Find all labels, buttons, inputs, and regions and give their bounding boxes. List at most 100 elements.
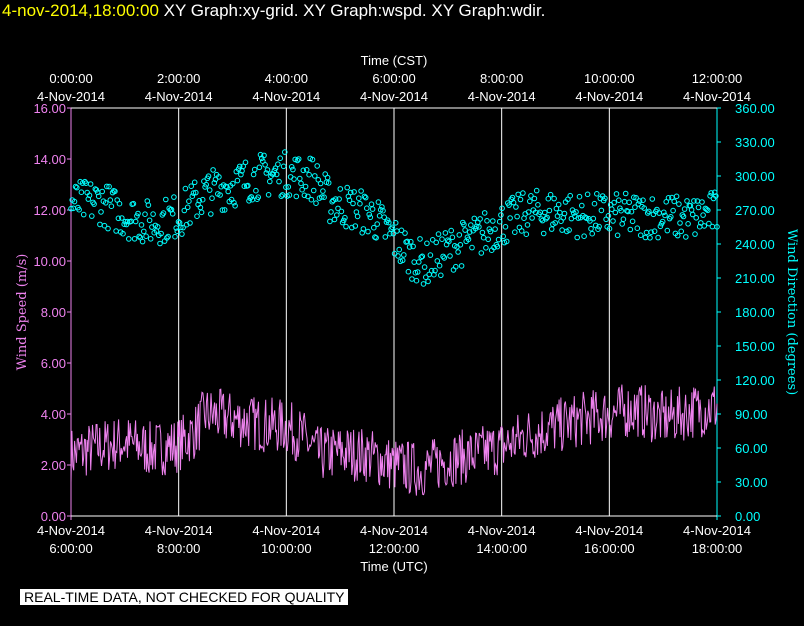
wind-direction-point [251, 166, 258, 173]
wind-direction-point [634, 225, 641, 231]
wind-direction-point [210, 167, 216, 173]
wind-direction-point [405, 268, 412, 275]
wind-direction-point [283, 184, 289, 190]
wind-direction-point [646, 208, 652, 215]
wind-direction-point [113, 228, 119, 234]
left-tick-label: 12.00 [33, 203, 66, 218]
wind-direction-point [573, 209, 579, 215]
wind-direction-point [627, 226, 634, 233]
wind-direction-point [334, 212, 340, 218]
wind-direction-point [582, 214, 589, 220]
quality-disclaimer: REAL-TIME DATA, NOT CHECKED FOR QUALITY [20, 589, 349, 605]
wind-direction-point [357, 200, 363, 207]
wind-speed-line [70, 384, 718, 496]
wind-direction-point [423, 274, 429, 281]
wind-direction-point [671, 198, 678, 205]
wind-direction-point [181, 207, 188, 214]
wind-direction-point [581, 233, 587, 239]
wind-direction-point [231, 199, 237, 206]
wind-direction-point [340, 217, 347, 224]
wind-direction-point [241, 183, 248, 189]
wind-direction-point [616, 197, 622, 203]
bottom-tick-date: 4-Nov-2014 [252, 523, 320, 538]
wind-direction-point [609, 206, 615, 212]
wind-direction-point [102, 200, 109, 206]
wind-direction-point [245, 182, 251, 189]
wind-direction-point [662, 212, 668, 219]
wind-direction-point [632, 204, 638, 210]
wind-direction-point [492, 226, 498, 232]
wind-direction-point [95, 193, 102, 200]
wind-direction-point [618, 207, 624, 214]
left-tick-label: 8.00 [41, 305, 66, 320]
top-tick-time: 8:00:00 [480, 71, 523, 86]
left-tick-label: 14.00 [33, 152, 66, 167]
wind-direction-point [112, 188, 118, 195]
wind-direction-point [209, 195, 215, 201]
top-tick-time: 0:00:00 [49, 71, 92, 86]
wind-direction-point [648, 229, 654, 235]
wind-direction-point [250, 171, 257, 178]
wind-direction-point [301, 192, 308, 199]
wind-direction-point [194, 213, 200, 219]
wind-direction-point [442, 230, 449, 236]
wind-direction-point [273, 171, 280, 178]
wind-direction-point [381, 214, 388, 220]
wind-direction-point [633, 195, 639, 201]
wind-direction-point [651, 228, 658, 234]
wind-direction-point [255, 194, 262, 200]
wind-direction-point [106, 183, 112, 190]
wind-direction-point [236, 163, 243, 170]
wind-direction-point [267, 178, 273, 185]
wind-direction-point [193, 189, 199, 196]
wind-direction-point [664, 227, 671, 234]
right-tick-label: 90.00 [735, 407, 768, 422]
wind-direction-point [518, 228, 525, 234]
wind-direction-point [76, 206, 82, 213]
wind-direction-point [264, 167, 271, 173]
wind-direction-point [89, 213, 95, 219]
wind-direction-point [344, 184, 351, 191]
wind-direction-point [520, 190, 526, 196]
wind-direction-point [576, 193, 583, 200]
wind-direction-point [328, 209, 334, 215]
wind-direction-point [590, 215, 597, 222]
wind-direction-point [414, 269, 421, 275]
wind-direction-point [620, 216, 627, 222]
wind-direction-point [150, 211, 156, 217]
wind-direction-point [674, 232, 681, 239]
axis-labels: 0.00 2.00 4.00 6.00 8.00 10.00 12.00 14.00 16.00… [15, 53, 799, 574]
wind-direction-point [143, 233, 149, 239]
wind-direction-point [500, 233, 507, 240]
wind-direction-point [441, 255, 448, 261]
wind-direction-point [366, 211, 373, 218]
wind-direction-point [147, 236, 154, 242]
wind-direction-point [583, 215, 590, 221]
wind-direction-point [524, 222, 531, 228]
bottom-tick-date: 4-Nov-2014 [575, 523, 643, 538]
wind-direction-point [394, 228, 400, 234]
wind-direction-point [466, 229, 473, 235]
left-tick-label: 0.00 [41, 509, 66, 524]
wind-direction-point [490, 218, 496, 224]
wind-direction-point [503, 238, 510, 245]
wind-direction-point [380, 207, 386, 214]
wind-direction-point [335, 205, 341, 212]
right-tick-label: 240.00 [735, 237, 775, 252]
wind-direction-point [668, 214, 674, 220]
wind-direction-point [670, 207, 676, 214]
wind-direction-point [141, 228, 147, 235]
wind-direction-point [479, 229, 486, 236]
top-tick-time: 4:00:00 [265, 71, 308, 86]
wind-direction-point [401, 252, 407, 258]
wind-direction-point [559, 227, 565, 233]
wind-direction-point [399, 257, 406, 264]
wind-direction-point [553, 205, 560, 212]
wind-direction-point [257, 151, 264, 158]
wind-direction-point [661, 209, 667, 216]
wind-direction-point [635, 201, 642, 207]
wind-direction-point [610, 218, 616, 224]
wind-direction-point [280, 163, 287, 170]
wind-direction-point [453, 263, 459, 270]
